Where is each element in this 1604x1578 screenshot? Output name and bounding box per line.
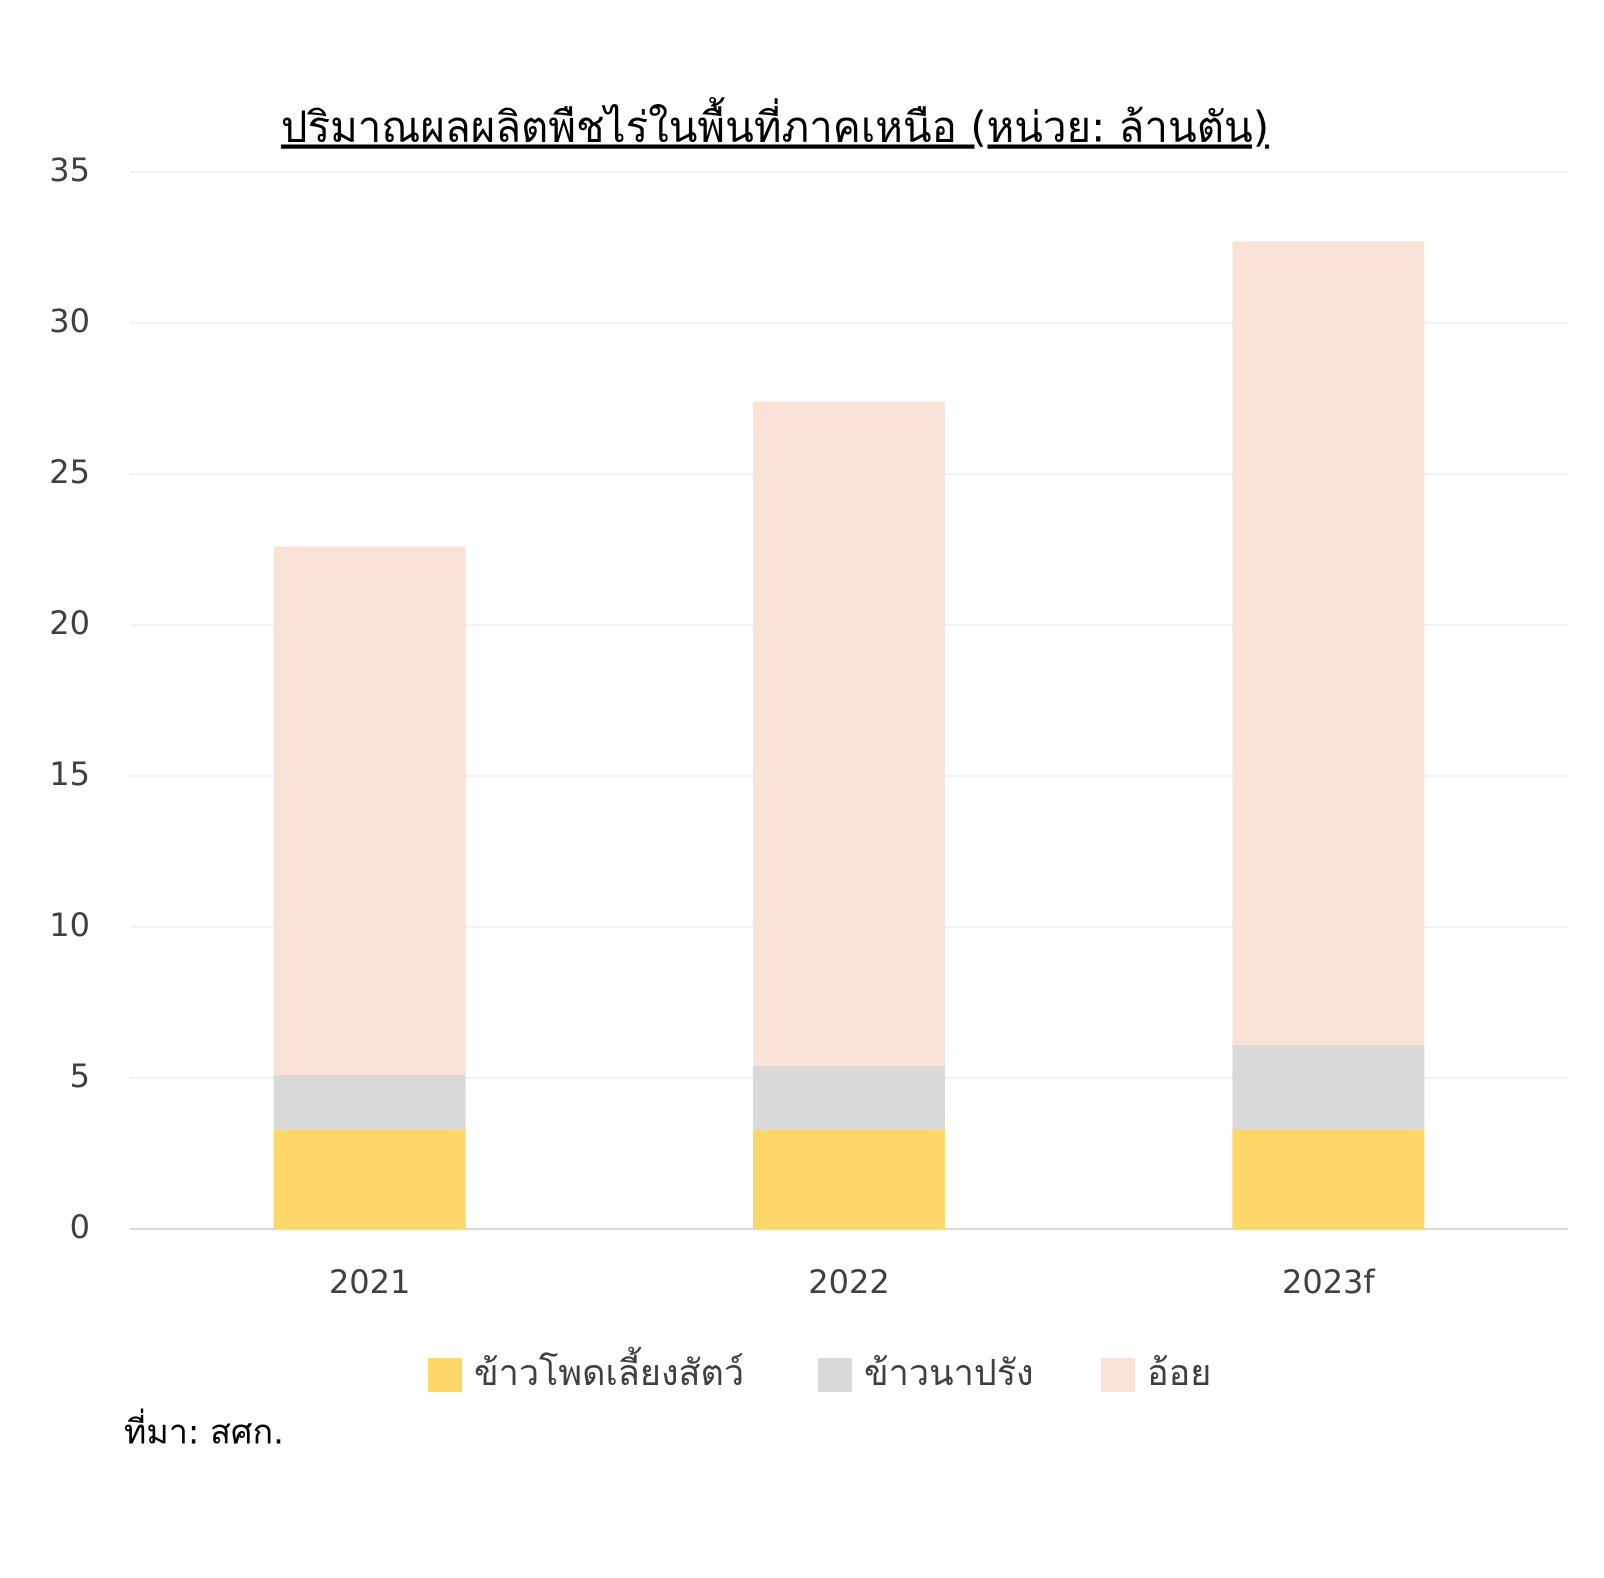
bar-segment xyxy=(753,401,945,1066)
source-note: ที่มา: สศก. xyxy=(124,1409,284,1453)
bar-segment xyxy=(753,1065,945,1130)
legend-label: ข้าวนาปรัง xyxy=(864,1353,1034,1394)
bar-segment xyxy=(1232,1129,1425,1229)
bar-segment xyxy=(1232,1044,1425,1130)
x-tick-label: 2021 xyxy=(329,1263,410,1301)
bar-segment xyxy=(273,1074,466,1130)
bar-segment xyxy=(1232,241,1425,1045)
y-tick-label: 35 xyxy=(49,151,90,189)
y-tick-label: 15 xyxy=(49,755,90,793)
legend-label: อ้อย xyxy=(1147,1353,1211,1394)
chart-title: ปริมาณผลผลิตพืชไร่ในพื้นที่ภาคเหนือ (หน่… xyxy=(281,97,1269,152)
legend-swatch xyxy=(428,1358,462,1392)
legend-swatch xyxy=(1101,1358,1135,1392)
legend-label: ข้าวโพดเลี้ยงสัตว์ xyxy=(474,1346,744,1394)
y-tick-label: 20 xyxy=(49,604,90,642)
y-tick-label: 10 xyxy=(49,906,90,944)
y-tick-label: 30 xyxy=(49,302,90,340)
x-tick-label: 2023f xyxy=(1282,1263,1375,1301)
y-tick-label: 0 xyxy=(70,1208,90,1246)
bar-segment xyxy=(753,1129,945,1229)
bar-segment xyxy=(273,546,466,1075)
x-tick-label: 2022 xyxy=(808,1263,889,1301)
legend-swatch xyxy=(818,1358,852,1392)
y-tick-label: 5 xyxy=(70,1057,90,1095)
y-tick-label: 25 xyxy=(49,453,90,491)
bar-segment xyxy=(273,1129,466,1229)
